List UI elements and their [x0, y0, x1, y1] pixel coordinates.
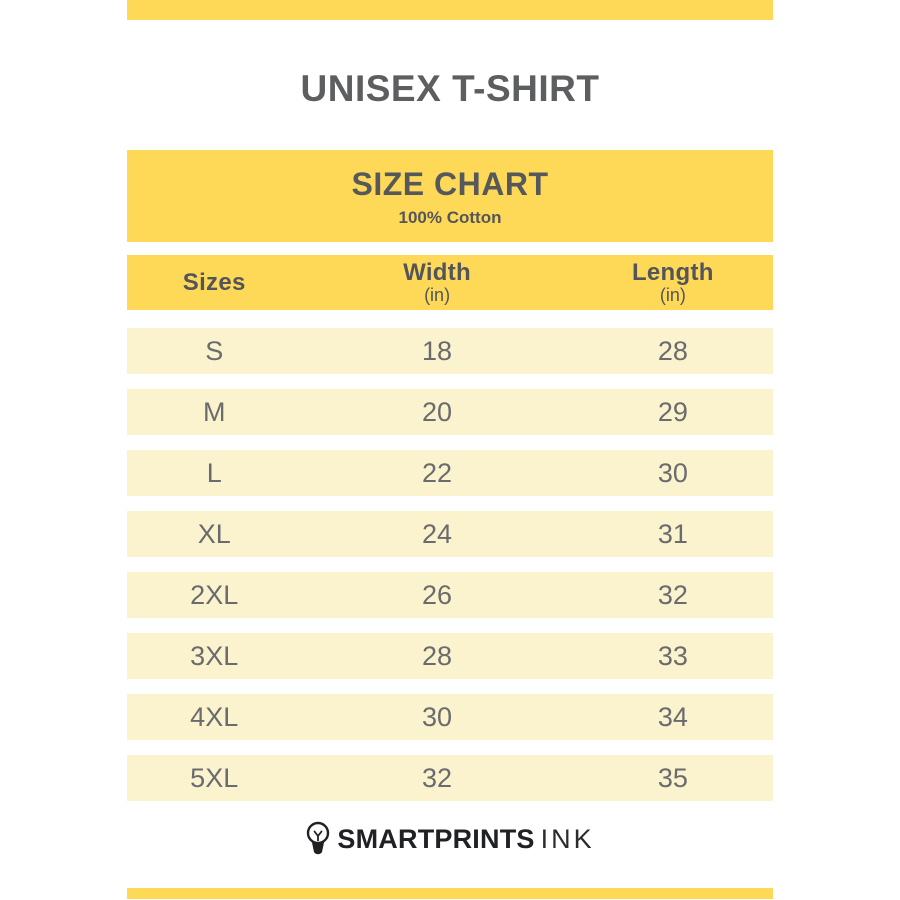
size-table-body: S 18 28 M 20 29 L 22 30 XL 24 31 2XL 26	[127, 328, 773, 801]
width-cell: 22	[422, 457, 453, 488]
size-cell: 4XL	[190, 701, 239, 732]
column-header-unit: (in)	[659, 285, 686, 306]
width-cell: 28	[422, 640, 453, 671]
table-row: L 22 30	[127, 450, 773, 496]
length-cell: 29	[657, 396, 688, 427]
length-cell: 33	[657, 640, 688, 671]
table-row: 2XL 26 32	[127, 572, 773, 618]
table-row: XL 24 31	[127, 511, 773, 557]
table-row: S 18 28	[127, 328, 773, 374]
length-cell: 35	[657, 762, 688, 793]
column-header-width: Width (in)	[301, 255, 572, 310]
column-header-label: Width	[403, 258, 472, 286]
column-header-label: Length	[631, 258, 714, 286]
column-header-sizes: Sizes	[127, 255, 301, 310]
width-cell: 26	[422, 579, 453, 610]
size-cell: XL	[197, 518, 231, 549]
table-header-row: Sizes Width (in) Length (in)	[127, 255, 773, 310]
size-chart-title: SIZE CHART	[351, 166, 549, 202]
column-header-unit: (in)	[424, 285, 451, 306]
width-cell: 18	[422, 335, 453, 366]
width-cell: 32	[422, 762, 453, 793]
size-cell: 5XL	[190, 762, 239, 793]
length-cell: 28	[657, 335, 688, 366]
size-cell: S	[205, 335, 224, 366]
size-cell: M	[202, 396, 226, 427]
length-cell: 32	[657, 579, 688, 610]
size-chart-subtitle: 100% Cotton	[398, 208, 502, 227]
lightbulb-icon	[305, 821, 331, 857]
table-row: 4XL 30 34	[127, 694, 773, 740]
width-cell: 20	[422, 396, 453, 427]
brand-name-bold: SMARTPRINTS	[337, 823, 535, 854]
table-row: M 20 29	[127, 389, 773, 435]
length-cell: 30	[657, 457, 688, 488]
bottom-accent-bar	[127, 888, 773, 899]
width-cell: 30	[422, 701, 453, 732]
size-cell: 3XL	[190, 640, 239, 671]
size-chart-header: SIZE CHART 100% Cotton	[127, 150, 773, 242]
table-row: 3XL 28 33	[127, 633, 773, 679]
table-row: 5XL 32 35	[127, 755, 773, 801]
column-header-label: Sizes	[182, 268, 246, 296]
size-cell: 2XL	[190, 579, 239, 610]
size-cell: L	[206, 457, 222, 488]
length-cell: 34	[657, 701, 688, 732]
brand-footer: SMARTPRINTS INK	[0, 818, 900, 860]
top-accent-bar	[127, 0, 773, 20]
length-cell: 31	[657, 518, 688, 549]
column-header-length: Length (in)	[573, 255, 773, 310]
content-column: UNISEX T-SHIRT SIZE CHART 100% Cotton Si…	[127, 0, 773, 801]
page-title: UNISEX T-SHIRT	[300, 68, 600, 109]
width-cell: 24	[422, 518, 453, 549]
brand-name-light: INK	[540, 823, 595, 854]
